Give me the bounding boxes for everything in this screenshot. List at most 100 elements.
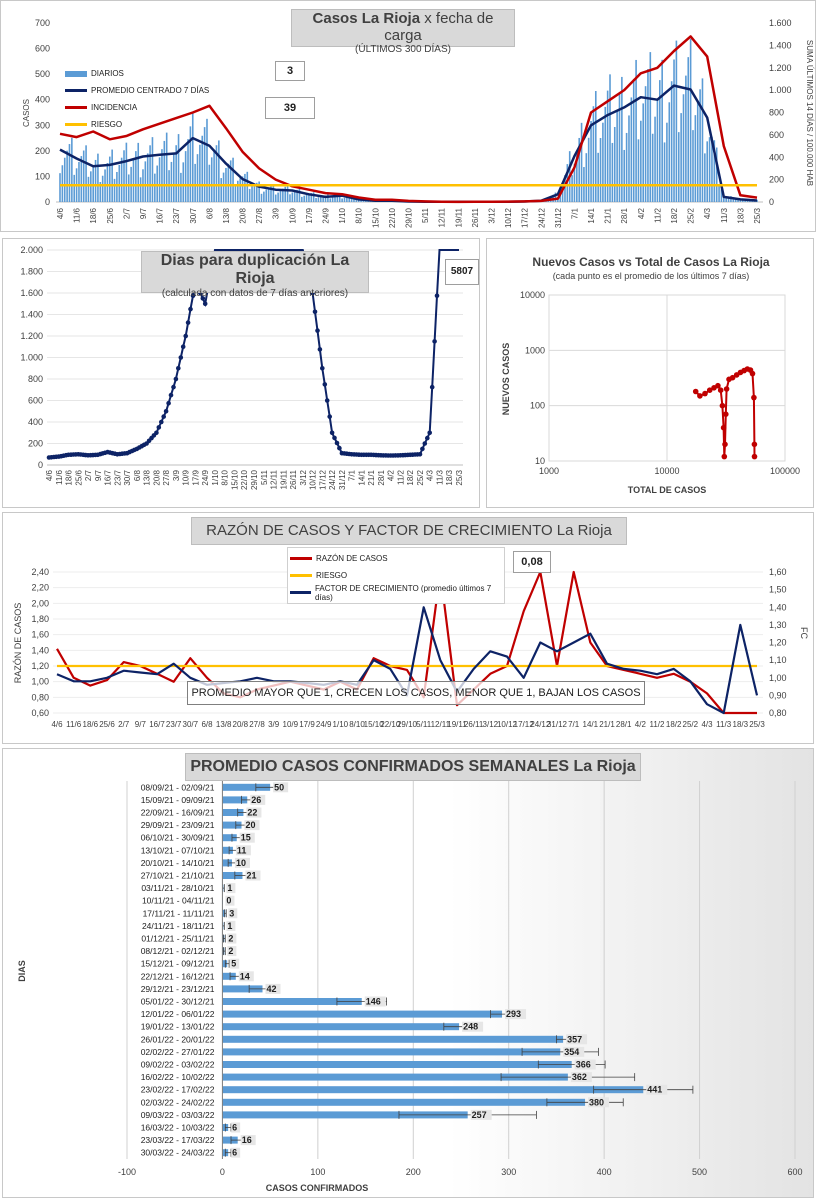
daily-bar — [621, 76, 623, 202]
casos-legend: DIARIOS PROMEDIO CENTRADO 7 DÍAS INCIDEN… — [65, 65, 209, 133]
daily-bar — [111, 149, 113, 202]
daily-bar — [303, 195, 305, 202]
daily-bar — [113, 178, 116, 202]
y-right-tick: 1,60 — [769, 567, 787, 577]
x-tick: 7/1 — [570, 207, 579, 219]
x-tick: 12/11 — [270, 469, 279, 489]
duplicacion-point — [322, 382, 328, 387]
x-tick: 4/2 — [387, 469, 396, 481]
y-left-tick: 400 — [35, 95, 50, 105]
category-label: 22/12/21 - 16/12/21 — [141, 971, 215, 981]
data-label-bg — [235, 845, 251, 856]
data-label-bg — [227, 946, 237, 957]
duplicacion-point — [337, 445, 342, 451]
panel-duplicacion: 0 200 400 600 800 1.000 1.200 1.400 1.600 1.800 2.… — [2, 238, 480, 508]
x-tick: 2/7 — [122, 207, 131, 219]
y-right-tick: 0 — [769, 197, 774, 207]
daily-bar — [637, 139, 640, 202]
x-tick: 24/12 — [530, 720, 551, 729]
bar — [222, 909, 226, 917]
category-label: 16/03/22 - 10/03/22 — [141, 1123, 215, 1133]
bar — [222, 960, 228, 968]
daily-bar — [310, 193, 313, 202]
duplicacion-point — [422, 441, 428, 446]
x-tick: 31/12 — [554, 207, 563, 228]
daily-bar — [94, 159, 97, 202]
x-tick: 26/11 — [464, 720, 484, 729]
x-tick: 2/7 — [84, 469, 93, 481]
bar — [222, 859, 232, 867]
daily-bar — [165, 132, 168, 202]
y-left-tick: 1,60 — [31, 630, 49, 640]
data-label-bg — [238, 971, 254, 982]
category-label: 24/11/21 - 18/11/21 — [142, 921, 215, 931]
x-tick: 12/11 — [431, 720, 451, 729]
daily-bar — [644, 86, 647, 202]
y-right-tick: 0,80 — [769, 708, 787, 718]
duplicacion-point — [334, 440, 340, 446]
daily-bar — [677, 132, 680, 202]
category-label: 29/09/21 - 23/09/21 — [141, 820, 215, 830]
daily-bar — [196, 154, 199, 202]
x-tick: 3/9 — [268, 720, 280, 729]
data-label-bg — [588, 1097, 610, 1108]
daily-bar — [255, 182, 258, 202]
category-label: 27/10/21 - 21/10/21 — [141, 871, 215, 881]
daily-bar — [319, 196, 322, 202]
daily-bar — [734, 199, 737, 202]
daily-bar — [189, 126, 192, 202]
y-right-tick: 0,90 — [769, 690, 787, 700]
x-tick: 21/1 — [604, 207, 613, 223]
x-tick: 4/3 — [701, 720, 713, 729]
duplicacion-point — [176, 366, 181, 371]
daily-bar — [658, 80, 661, 202]
category-label: 22/09/21 - 16/09/21 — [141, 808, 215, 818]
daily-bar — [341, 198, 343, 202]
x-tick: 5/11 — [260, 469, 269, 485]
x-tick: 7/1 — [568, 720, 580, 729]
category-label: 12/01/22 - 06/01/22 — [141, 1009, 215, 1019]
y-right-tick: 200 — [769, 175, 784, 185]
x-tick: 28/1 — [616, 720, 632, 729]
scatter-chart: 1000 10000 100000 10 100 1000 10000 TOTAL DE CA… — [501, 290, 800, 495]
daily-bar — [559, 191, 562, 202]
razon-title: RAZÓN DE CASOS Y FACTOR DE CRECIMIENTO L… — [206, 522, 612, 539]
razon-legend-label-fc: FACTOR DE CRECIMIENTO (promedio últimos … — [314, 583, 492, 602]
series-line-incidencia — [59, 35, 758, 204]
x-tick: 18/6 — [65, 469, 74, 485]
daily-bar — [317, 197, 320, 202]
data-label-bg — [574, 1059, 596, 1070]
duplicacion-point — [320, 366, 325, 371]
daily-bar — [246, 171, 249, 202]
data-label-bg — [244, 820, 260, 831]
daily-bar — [172, 153, 175, 202]
duplicacion-title: Dias para duplicación La Rioja — [160, 252, 350, 287]
bar — [222, 1010, 503, 1018]
daily-bar — [175, 145, 177, 202]
x-tick: 17/12 — [514, 720, 535, 729]
daily-bar — [604, 106, 607, 202]
bar — [222, 985, 263, 993]
data-label: 380 — [589, 1097, 604, 1107]
x-tick: 20/8 — [239, 207, 248, 223]
data-label: 26 — [251, 795, 261, 805]
category-label: 16/02/22 - 10/02/22 — [141, 1072, 215, 1082]
x-tick: 25/3 — [455, 469, 464, 485]
category-label: 02/03/22 - 24/02/22 — [141, 1097, 215, 1107]
x-tick: 9/7 — [139, 207, 148, 219]
daily-bar — [602, 122, 604, 202]
y-left-tick: 1,40 — [31, 645, 49, 655]
panel-razon-casos: 0,60 0,80 1,00 1,20 1,40 1,60 1,80 2,00 2,20 2,40… — [2, 512, 814, 744]
data-label: 50 — [274, 782, 284, 792]
x-tick: 24/9 — [322, 207, 331, 223]
data-label-bg — [505, 1009, 527, 1020]
daily-bar — [146, 153, 149, 202]
daily-bar — [282, 188, 284, 202]
y-right-label: SUMA ÚLTIMOS 14 DÍAS / 100.000 HAB — [805, 40, 814, 186]
duplicacion-point — [185, 320, 191, 325]
data-label: 257 — [472, 1110, 487, 1120]
data-label: 2 — [228, 946, 233, 956]
x-tick: 14/1 — [587, 207, 596, 223]
x-tick: 1/10 — [333, 720, 349, 729]
daily-bar — [675, 40, 678, 202]
